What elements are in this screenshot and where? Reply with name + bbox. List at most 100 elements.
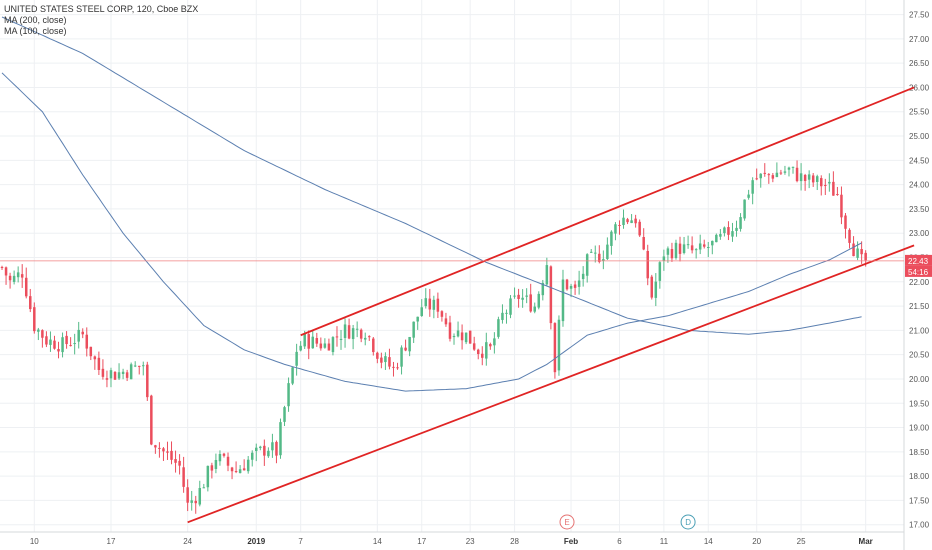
candle <box>279 418 282 459</box>
candle <box>65 331 68 349</box>
price-tick-label: 17.50 <box>909 496 930 505</box>
candle-body <box>509 298 512 315</box>
candle <box>242 459 246 471</box>
candle-body <box>412 321 415 338</box>
candle-body <box>69 345 72 347</box>
candle <box>602 250 605 270</box>
candle-body <box>573 284 577 288</box>
candle <box>69 337 72 347</box>
candle-body <box>113 371 117 380</box>
candle <box>577 270 581 295</box>
time-tick-label: Feb <box>564 537 578 546</box>
candle-body <box>339 338 343 340</box>
candle <box>670 242 674 262</box>
candle-body <box>682 244 686 253</box>
candle-body <box>343 324 347 338</box>
candle <box>226 452 230 472</box>
candle-body <box>799 173 803 182</box>
price-tick-label: 23.00 <box>909 229 930 238</box>
candle <box>57 341 60 359</box>
candle-body <box>598 253 601 262</box>
candle-body <box>517 294 520 299</box>
ma-100-line <box>1 72 862 392</box>
candle <box>715 233 718 243</box>
candle-body <box>29 296 32 310</box>
candle <box>158 442 161 458</box>
candle-body <box>481 353 484 358</box>
candle <box>694 248 698 259</box>
candle <box>456 321 460 338</box>
candle-body <box>771 175 775 179</box>
candle-body <box>190 500 193 503</box>
candle-body <box>464 332 468 343</box>
candle <box>275 440 278 464</box>
candle-body <box>444 318 448 325</box>
candle <box>190 490 193 511</box>
candle-body <box>626 219 629 223</box>
candle-body <box>848 229 851 243</box>
candle-body <box>424 298 428 307</box>
candle-body <box>513 295 516 297</box>
candle <box>295 343 298 376</box>
candle-body <box>807 174 811 180</box>
candle <box>440 310 444 322</box>
candle <box>775 162 779 178</box>
candle-body <box>89 346 93 357</box>
candle <box>24 267 28 299</box>
candle <box>727 221 730 241</box>
candle <box>202 483 206 489</box>
candle-body <box>133 365 137 367</box>
candle <box>408 336 411 357</box>
candle-body <box>275 441 278 456</box>
candle-body <box>400 347 403 367</box>
price-tick-label: 27.00 <box>909 35 930 44</box>
candle-body <box>747 194 750 198</box>
candle-body <box>646 250 649 279</box>
candle <box>807 170 811 189</box>
candle-body <box>41 330 44 338</box>
candle <box>162 447 165 461</box>
candle <box>702 239 706 249</box>
candle-body <box>456 330 460 337</box>
price-tick-label: 20.00 <box>909 375 930 384</box>
candle <box>372 336 375 356</box>
candle-body <box>218 453 222 462</box>
legend-title: UNITED STATES STEEL CORP, 120, Cboe BZX <box>4 4 199 14</box>
candle <box>384 352 387 370</box>
candle-body <box>723 227 726 234</box>
candle <box>638 219 641 237</box>
candle-body <box>311 336 315 349</box>
chart-legend: UNITED STATES STEEL CORP, 120, Cboe BZX … <box>4 4 198 37</box>
candle <box>198 480 202 507</box>
candle-body <box>589 251 593 253</box>
candle-body <box>53 340 56 349</box>
candle-body <box>319 343 323 349</box>
candle-body <box>246 459 250 472</box>
time-axis: 10 17 24 2019 7 14 17 23 28 Feb 6 11 14 20 25 Mar <box>30 537 873 546</box>
candle-body <box>735 227 738 231</box>
candle <box>436 292 440 319</box>
event-marker-label: E <box>564 518 569 527</box>
candle <box>589 248 593 253</box>
time-tick-label: 25 <box>797 537 806 546</box>
candle-body <box>214 460 218 469</box>
candle-body <box>166 451 169 453</box>
candle-body <box>638 221 641 236</box>
candle <box>545 257 549 287</box>
candle-body <box>202 487 206 489</box>
candle-body <box>359 329 363 339</box>
candle <box>614 222 617 241</box>
event-marker-circle <box>559 514 575 530</box>
candle <box>259 445 262 451</box>
candle-body <box>408 336 411 352</box>
candle-body <box>541 282 545 296</box>
time-tick-label: 17 <box>417 537 426 546</box>
time-tick-label: 17 <box>107 537 116 546</box>
countdown-label: 54:16 <box>908 268 929 277</box>
candle-body <box>162 448 165 452</box>
candle <box>501 304 504 324</box>
candle <box>549 265 553 330</box>
candle-body <box>489 344 492 347</box>
candle-body <box>307 334 310 349</box>
